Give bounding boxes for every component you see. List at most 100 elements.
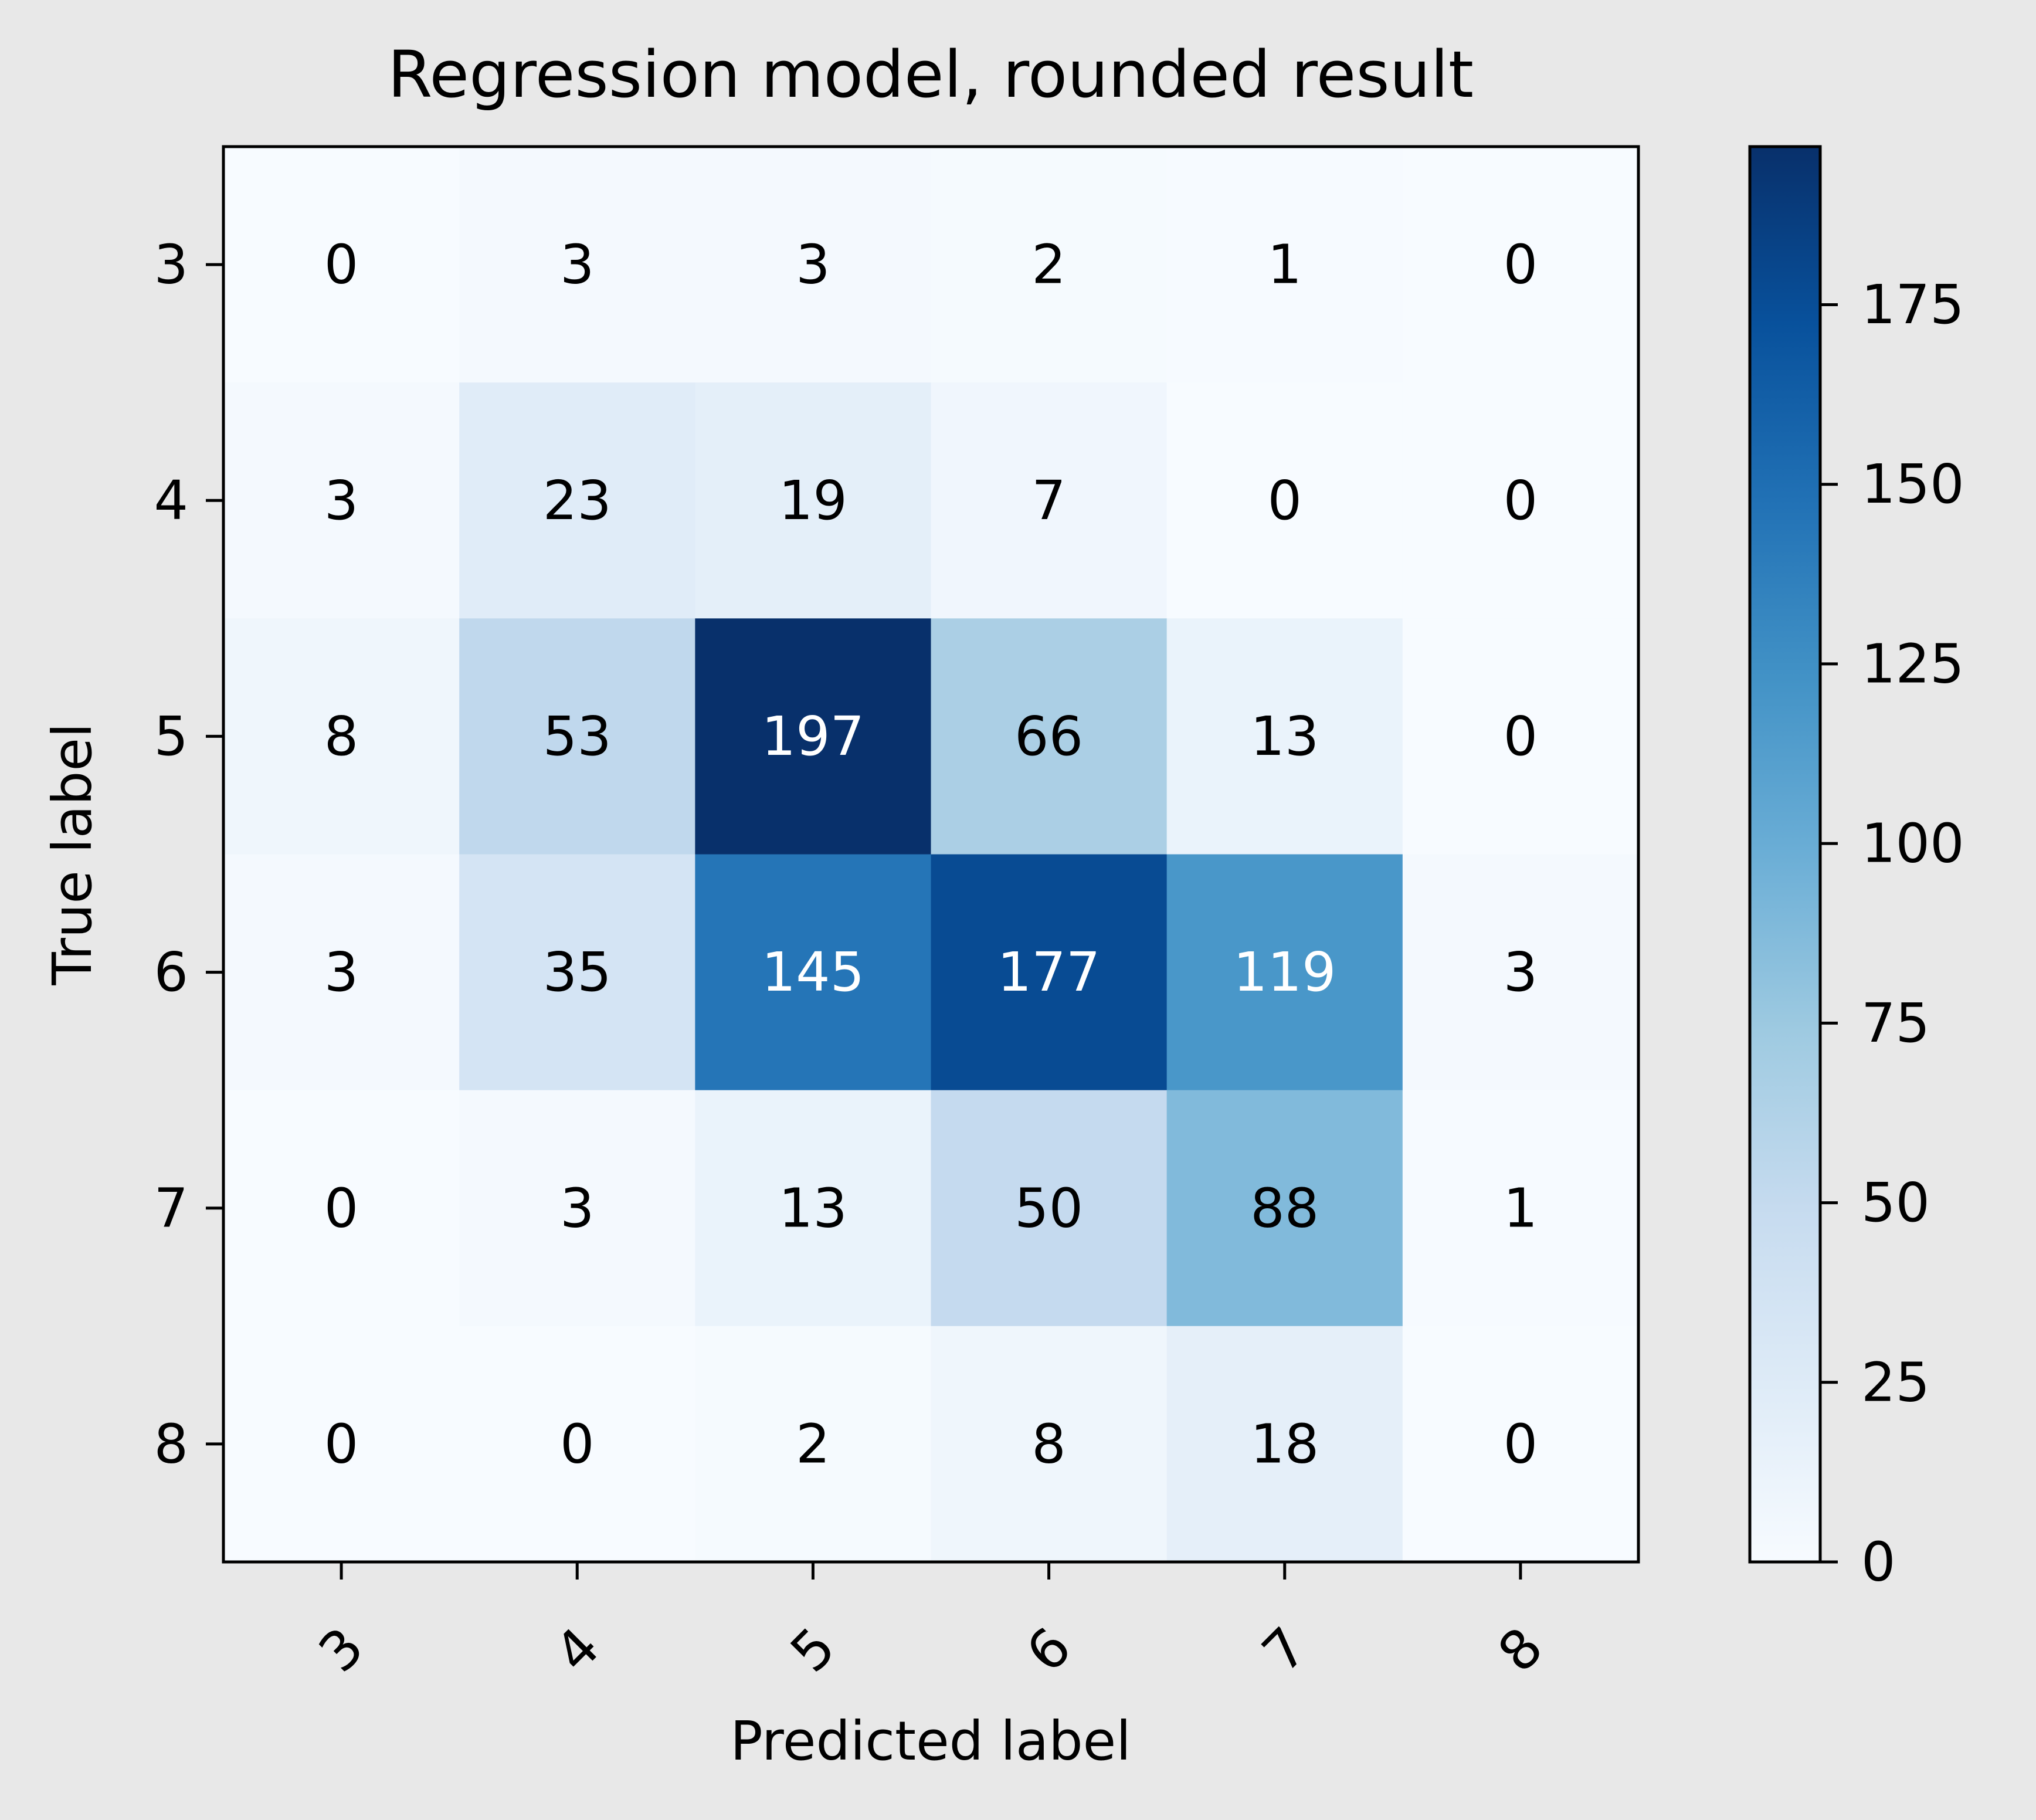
heatmap-cell bbox=[223, 1326, 460, 1563]
heatmap-cell bbox=[1166, 618, 1403, 855]
heatmap-cell bbox=[1166, 147, 1403, 383]
cell-value-label: 145 bbox=[762, 941, 865, 1004]
colorbar-tick-label: 25 bbox=[1861, 1351, 1930, 1414]
x-tick-label: 7 bbox=[1250, 1615, 1319, 1684]
plot-frame bbox=[222, 145, 1640, 1564]
heatmap-cell bbox=[931, 854, 1168, 1091]
y-tick-label: 7 bbox=[154, 1177, 188, 1239]
colorbar-ticks: 0 25 50 75 100 125 150 175 bbox=[1820, 273, 1964, 1594]
heatmap-cell bbox=[459, 1326, 695, 1563]
heatmap-cell bbox=[931, 1326, 1168, 1563]
heatmap-cell-labels: 0 3 3 2 1 03 23 19 7 0 08 53 197 66 13 03 35 145 177 119 30 3… bbox=[324, 233, 1538, 1476]
cell-value-label: 0 bbox=[1504, 469, 1538, 532]
heatmap-cell bbox=[1402, 382, 1639, 619]
cell-value-label: 53 bbox=[543, 705, 612, 768]
y-tick-label: 5 bbox=[154, 705, 188, 768]
cell-value-label: 3 bbox=[796, 233, 830, 296]
heatmap-cell bbox=[1166, 1090, 1403, 1327]
cell-value-label: 13 bbox=[1250, 705, 1319, 768]
heatmap-cell bbox=[459, 618, 695, 855]
cell-value-label: 35 bbox=[543, 941, 612, 1004]
cell-value-label: 66 bbox=[1014, 705, 1083, 768]
cell-value-label: 0 bbox=[560, 1412, 595, 1475]
heatmap-cell bbox=[695, 382, 931, 619]
heatmap-cell bbox=[931, 618, 1168, 855]
cell-value-label: 88 bbox=[1250, 1177, 1319, 1239]
heatmap-cell bbox=[931, 382, 1168, 619]
x-tick-label: 6 bbox=[1014, 1615, 1083, 1684]
heatmap-cell bbox=[695, 1090, 931, 1327]
heatmap-cell bbox=[1166, 854, 1403, 1091]
cell-value-label: 8 bbox=[324, 705, 359, 768]
x-axis-ticks: 3 4 5 6 7 8 bbox=[307, 1562, 1555, 1685]
cell-value-label: 0 bbox=[1504, 705, 1538, 768]
cell-value-label: 19 bbox=[779, 469, 847, 532]
cell-value-label: 50 bbox=[1014, 1177, 1083, 1239]
cell-value-label: 0 bbox=[1504, 233, 1538, 296]
heatmap-cell bbox=[1166, 1326, 1403, 1563]
cell-value-label: 18 bbox=[1250, 1412, 1319, 1475]
cell-value-label: 23 bbox=[543, 469, 612, 532]
heatmap-cell bbox=[223, 1090, 460, 1327]
y-tick-label: 8 bbox=[154, 1412, 188, 1475]
cell-value-label: 7 bbox=[1031, 469, 1066, 532]
cell-value-label: 119 bbox=[1233, 941, 1336, 1004]
heatmap-cell bbox=[459, 854, 695, 1091]
heatmap-cells bbox=[223, 147, 1639, 1563]
colorbar-tick-label: 50 bbox=[1861, 1171, 1930, 1234]
cell-value-label: 2 bbox=[1031, 233, 1066, 296]
cell-value-label: 0 bbox=[324, 1412, 359, 1475]
colorbar-tick-label: 175 bbox=[1861, 273, 1964, 336]
heatmap-cell bbox=[931, 1090, 1168, 1327]
x-tick-label: 4 bbox=[543, 1615, 612, 1684]
heatmap-cell bbox=[459, 1090, 695, 1327]
cell-value-label: 3 bbox=[324, 469, 359, 532]
heatmap-cell bbox=[695, 1326, 931, 1563]
heatmap-cell bbox=[459, 147, 695, 383]
heatmap-cell bbox=[1402, 147, 1639, 383]
cell-value-label: 0 bbox=[324, 233, 359, 296]
cell-value-label: 3 bbox=[560, 233, 595, 296]
cell-value-label: 177 bbox=[997, 941, 1101, 1004]
heatmap-cell bbox=[695, 854, 931, 1091]
cell-value-label: 3 bbox=[324, 941, 359, 1004]
x-tick-label: 8 bbox=[1486, 1615, 1555, 1684]
heatmap-cell bbox=[1166, 382, 1403, 619]
y-axis-ticks: 3 4 5 6 7 8 bbox=[154, 233, 223, 1475]
cell-value-label: 2 bbox=[796, 1412, 830, 1475]
y-tick-label: 3 bbox=[154, 233, 188, 296]
y-axis-label: True label bbox=[41, 723, 104, 985]
heatmap-cell bbox=[1402, 1326, 1639, 1563]
heatmap-cell bbox=[223, 854, 460, 1091]
heatmap-cell bbox=[459, 382, 695, 619]
y-tick-label: 6 bbox=[154, 941, 188, 1004]
heatmap-cell bbox=[1402, 618, 1639, 855]
x-axis-label: Predicted label bbox=[730, 1710, 1131, 1772]
heatmap-cell bbox=[931, 147, 1168, 383]
cell-value-label: 0 bbox=[1504, 1412, 1538, 1475]
cell-value-label: 0 bbox=[1267, 469, 1302, 532]
colorbar-tick-label: 75 bbox=[1861, 992, 1930, 1055]
colorbar bbox=[1748, 145, 1822, 1564]
colorbar-tick-label: 100 bbox=[1861, 812, 1964, 875]
cell-value-label: 1 bbox=[1504, 1177, 1538, 1239]
heatmap-cell bbox=[223, 382, 460, 619]
cell-value-label: 197 bbox=[762, 705, 865, 768]
x-tick-label: 5 bbox=[779, 1615, 847, 1684]
cell-value-label: 3 bbox=[1504, 941, 1538, 1004]
y-tick-label: 4 bbox=[154, 469, 188, 532]
heatmap-cell bbox=[695, 147, 931, 383]
heatmap-cell bbox=[1402, 854, 1639, 1091]
chart-title: Regression model, rounded result bbox=[388, 37, 1474, 112]
cell-value-label: 0 bbox=[324, 1177, 359, 1239]
heatmap-cell bbox=[695, 618, 931, 855]
cell-value-label: 8 bbox=[1031, 1412, 1066, 1475]
colorbar-tick-label: 125 bbox=[1861, 632, 1964, 695]
heatmap-cell bbox=[223, 618, 460, 855]
cell-value-label: 13 bbox=[779, 1177, 847, 1239]
colorbar-tick-label: 0 bbox=[1861, 1531, 1896, 1594]
heatmap-cell bbox=[223, 147, 460, 383]
colorbar-tick-label: 150 bbox=[1861, 453, 1964, 516]
